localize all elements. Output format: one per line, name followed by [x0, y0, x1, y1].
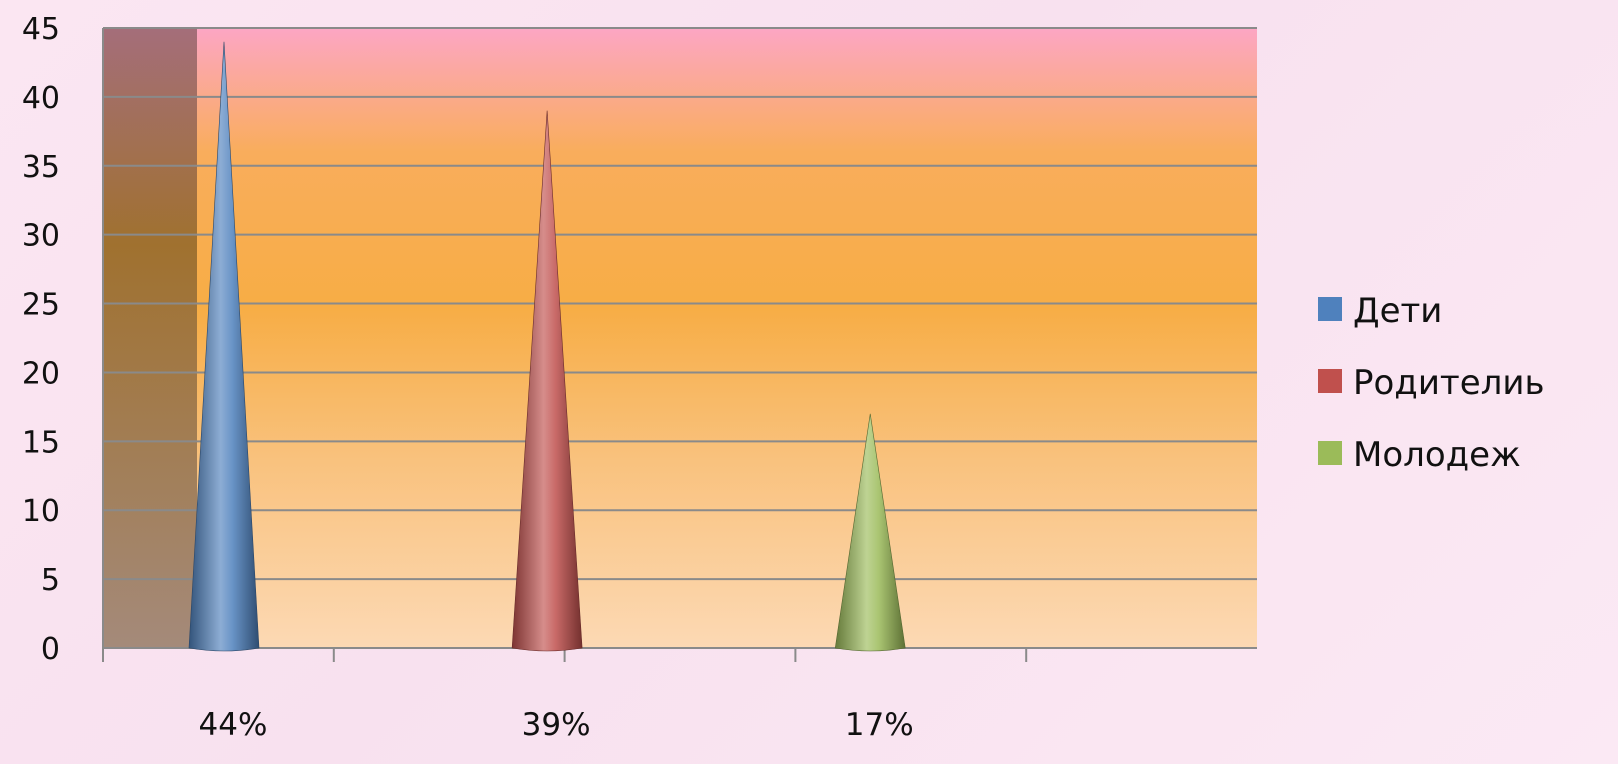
cone-3	[834, 413, 906, 652]
x-category-label: 39%	[522, 707, 591, 743]
y-tick-label: 20	[22, 356, 60, 391]
legend-swatch	[1318, 297, 1342, 321]
axes	[102, 28, 1257, 662]
plot-background	[103, 28, 1257, 648]
legend-label: Родителиь	[1353, 363, 1545, 403]
y-tick-label: 25	[22, 288, 60, 323]
x-category-label: 17%	[845, 707, 914, 743]
gridlines	[103, 27, 1257, 649]
y-tick-label: 0	[41, 632, 60, 667]
cones	[188, 41, 906, 652]
legend: Дети Родителиь Молодеж	[1318, 291, 1545, 475]
decorative-strip	[103, 28, 197, 648]
cone-1	[188, 41, 260, 652]
y-tick-label: 30	[22, 219, 60, 254]
y-tick-label: 10	[22, 494, 60, 529]
y-tick-label: 40	[22, 81, 60, 116]
y-tick-label: 5	[41, 563, 60, 598]
legend-swatch	[1318, 369, 1342, 393]
y-tick-labels: 0 5 10 15 20 25 30 35 40 45	[22, 12, 60, 667]
legend-swatch	[1318, 441, 1342, 465]
y-tick-label: 45	[22, 12, 60, 47]
legend-label: Дети	[1353, 291, 1442, 331]
x-category-label: 44%	[199, 707, 268, 743]
plot-area	[102, 27, 1257, 662]
y-tick-label: 15	[22, 425, 60, 460]
legend-label: Молодеж	[1353, 435, 1521, 475]
y-tick-label: 35	[22, 150, 60, 185]
cone-2	[511, 110, 583, 652]
x-category-labels: 44% 39% 17%	[199, 707, 914, 743]
